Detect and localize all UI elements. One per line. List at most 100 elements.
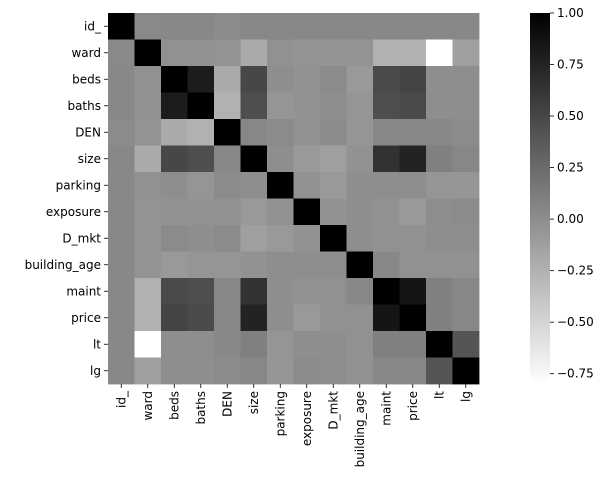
heatmap-cell-size-price — [399, 145, 427, 173]
heatmap-cell-baths-ward — [134, 92, 162, 120]
heatmap-cell-D_mkt-lg — [452, 225, 480, 252]
heatmap-cells — [108, 13, 480, 385]
heatmap-cell-parking-lt — [426, 172, 453, 199]
colorbar: 1.00 0.75 0.50 0.25 0.00 −0.25 −0.50 −0.75 — [530, 6, 594, 384]
heatmap-cell-DEN-maint — [373, 119, 400, 146]
heatmap-cell-ward-beds — [161, 39, 188, 67]
heatmap-cell-beds-lt — [426, 66, 453, 93]
heatmap-cell-maint-exposure — [293, 278, 321, 305]
colorbar-tick-label: −0.25 — [557, 264, 594, 278]
heatmap-cell-D_mkt-D_mkt — [320, 225, 347, 252]
heatmap-cell-id_-D_mkt — [320, 13, 347, 40]
heatmap-cell-id_-id_ — [108, 13, 135, 40]
heatmap-cell-ward-maint — [373, 39, 400, 67]
heatmap-cell-ward-parking — [267, 39, 294, 67]
heatmap-cell-maint-lg — [452, 278, 480, 305]
heatmap-cell-ward-building_age — [346, 39, 374, 67]
heatmap-cell-beds-id_ — [108, 66, 135, 93]
heatmap-cell-baths-D_mkt — [320, 92, 347, 120]
heatmap-cell-id_-building_age — [346, 13, 374, 40]
heatmap-cell-lg-lg — [452, 357, 480, 385]
heatmap-cell-DEN-beds — [161, 119, 188, 146]
heatmap-cell-lt-size — [240, 331, 268, 358]
heatmap-cell-price-D_mkt — [320, 304, 347, 332]
heatmap-cell-baths-id_ — [108, 92, 135, 120]
colorbar-tick-label: −0.50 — [557, 315, 594, 329]
heatmap-cell-DEN-DEN — [214, 119, 241, 146]
heatmap-cell-baths-lg — [452, 92, 480, 120]
heatmap-cell-price-building_age — [346, 304, 374, 332]
heatmap-cell-parking-size — [240, 172, 268, 199]
x-tick-label: baths — [194, 391, 208, 425]
heatmap-cell-price-beds — [161, 304, 188, 332]
x-tick-label: beds — [167, 391, 181, 420]
heatmap-cell-lg-parking — [267, 357, 294, 385]
heatmap-cell-price-lt — [426, 304, 453, 332]
heatmap-cell-D_mkt-size — [240, 225, 268, 252]
heatmap-cell-maint-maint — [373, 278, 400, 305]
heatmap-cell-lt-baths — [187, 331, 215, 358]
heatmap-cell-lg-size — [240, 357, 268, 385]
heatmap-cell-exposure-beds — [161, 198, 188, 226]
heatmap-cell-lg-lt — [426, 357, 453, 385]
heatmap-cell-ward-exposure — [293, 39, 321, 67]
heatmap-cell-id_-maint — [373, 13, 400, 40]
heatmap-cell-beds-D_mkt — [320, 66, 347, 93]
heatmap-cell-size-ward — [134, 145, 162, 173]
heatmap-cell-size-building_age — [346, 145, 374, 173]
heatmap-cell-lt-lt — [426, 331, 453, 358]
colorbar-tick-label: 1.00 — [557, 6, 584, 20]
heatmap-cell-building_age-lt — [426, 251, 453, 279]
heatmap-cell-DEN-ward — [134, 119, 162, 146]
heatmap-cell-exposure-DEN — [214, 198, 241, 226]
y-tick-label: lt — [93, 337, 101, 351]
heatmap-cell-baths-exposure — [293, 92, 321, 120]
heatmap-cell-baths-size — [240, 92, 268, 120]
heatmap-cell-building_age-baths — [187, 251, 215, 279]
heatmap-cell-exposure-exposure — [293, 198, 321, 226]
x-tick-label: parking — [273, 391, 287, 436]
heatmap-cell-id_-price — [399, 13, 427, 40]
heatmap-cell-maint-id_ — [108, 278, 135, 305]
heatmap-cell-D_mkt-DEN — [214, 225, 241, 252]
heatmap-cell-beds-lg — [452, 66, 480, 93]
heatmap-cell-lt-ward — [134, 331, 162, 358]
x-tick-label: DEN — [220, 391, 234, 417]
heatmap-cell-parking-D_mkt — [320, 172, 347, 199]
heatmap-cell-beds-maint — [373, 66, 400, 93]
heatmap-cell-maint-D_mkt — [320, 278, 347, 305]
heatmap-cell-parking-lg — [452, 172, 480, 199]
heatmap-cell-lg-exposure — [293, 357, 321, 385]
heatmap-cell-D_mkt-price — [399, 225, 427, 252]
y-tick-label: D_mkt — [62, 231, 101, 245]
heatmap-cell-lt-parking — [267, 331, 294, 358]
heatmap-cell-DEN-price — [399, 119, 427, 146]
heatmap-cell-size-D_mkt — [320, 145, 347, 173]
heatmap-cell-lg-price — [399, 357, 427, 385]
heatmap-cell-id_-parking — [267, 13, 294, 40]
heatmap-cell-size-id_ — [108, 145, 135, 173]
y-tick-label: DEN — [75, 125, 101, 139]
heatmap-cell-DEN-building_age — [346, 119, 374, 146]
heatmap-cell-D_mkt-building_age — [346, 225, 374, 252]
heatmap-cell-D_mkt-baths — [187, 225, 215, 252]
heatmap-cell-D_mkt-exposure — [293, 225, 321, 252]
heatmap-cell-lg-building_age — [346, 357, 374, 385]
heatmap-cell-size-DEN — [214, 145, 241, 173]
heatmap-cell-beds-size — [240, 66, 268, 93]
y-tick-label: id_ — [84, 19, 102, 33]
heatmap-cell-exposure-ward — [134, 198, 162, 226]
heatmap-cell-beds-DEN — [214, 66, 241, 93]
x-tick-label: lt — [432, 391, 446, 399]
heatmap-cell-beds-parking — [267, 66, 294, 93]
heatmap-cell-baths-building_age — [346, 92, 374, 120]
heatmap-cell-DEN-exposure — [293, 119, 321, 146]
heatmap-cell-exposure-price — [399, 198, 427, 226]
heatmap-cell-building_age-maint — [373, 251, 400, 279]
heatmap-cell-building_age-price — [399, 251, 427, 279]
heatmap-cell-exposure-baths — [187, 198, 215, 226]
heatmap-cell-price-maint — [373, 304, 400, 332]
heatmap-cell-parking-ward — [134, 172, 162, 199]
heatmap-cell-id_-baths — [187, 13, 215, 40]
